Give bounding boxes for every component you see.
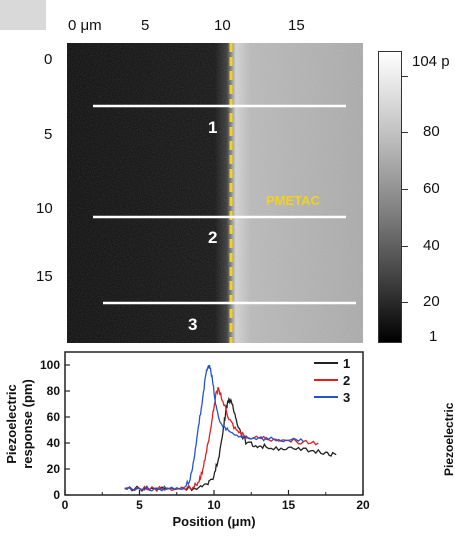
pfm-amplitude-map: 1 2 3 PMETAC <box>67 43 363 343</box>
x-tick-label: 0 <box>62 498 69 512</box>
colorbar-label-40: 40 <box>423 237 440 254</box>
x-tick-label: 15 <box>282 498 296 512</box>
map-y-tick-0: 0 <box>44 51 53 68</box>
y-tick-label: 40 <box>47 436 61 450</box>
map-x-tick-15: 15 <box>288 17 305 34</box>
legend-label-1: 1 <box>343 356 350 371</box>
scan-line-1-label: 1 <box>208 118 217 137</box>
colorbar-tick <box>402 76 408 77</box>
colorbar-label-20: 20 <box>423 293 440 310</box>
map-texture <box>67 43 363 343</box>
colorbar-tick <box>402 246 408 247</box>
colorbar-tick <box>402 132 408 133</box>
map-x-tick-10: 10 <box>214 17 231 34</box>
colorbar-label-max: 104 p <box>412 53 450 70</box>
scan-line-3-label: 3 <box>188 315 197 334</box>
piezo-profile-chart: 0 5 10 15 20 0 20 40 60 80 100 1 2 3 Position (μm) P… <box>4 351 370 529</box>
colorbar-tick <box>402 302 408 303</box>
map-x-tick-5: 5 <box>141 17 150 34</box>
series-3-line <box>124 364 304 492</box>
scan-line-2-label: 2 <box>208 228 217 247</box>
x-tick-label: 5 <box>136 498 143 512</box>
region-label-pmetac: PMETAC <box>266 193 321 208</box>
x-axis-title: Position (μm) <box>172 514 255 529</box>
legend-label-2: 2 <box>343 373 350 388</box>
y-tick-label: 100 <box>40 358 60 372</box>
map-y-tick-5: 5 <box>44 126 53 143</box>
colorbar-label-min: 1 <box>429 328 438 345</box>
y-axis-title-line-1: Piezoelectric <box>4 384 19 464</box>
y-tick-label: 20 <box>47 462 61 476</box>
colorbar <box>378 51 402 343</box>
y-tick-label: 60 <box>47 410 61 424</box>
legend-label-3: 3 <box>343 390 350 405</box>
y-tick-label: 0 <box>53 488 60 502</box>
y-axis-title-line-2: response (pm) <box>20 379 35 469</box>
y-tick-label: 80 <box>47 384 61 398</box>
map-x-tick-0: 0 μm <box>68 17 102 34</box>
series-1-line <box>124 396 337 492</box>
x-tick-label: 20 <box>356 498 370 512</box>
colorbar-label-80: 80 <box>423 123 440 140</box>
x-tick-label: 10 <box>207 498 221 512</box>
colorbar-tick <box>402 189 408 190</box>
map-y-tick-15: 15 <box>36 268 53 285</box>
corner-block <box>0 0 46 30</box>
map-y-tick-10: 10 <box>36 200 53 217</box>
colorbar-label-60: 60 <box>423 180 440 197</box>
